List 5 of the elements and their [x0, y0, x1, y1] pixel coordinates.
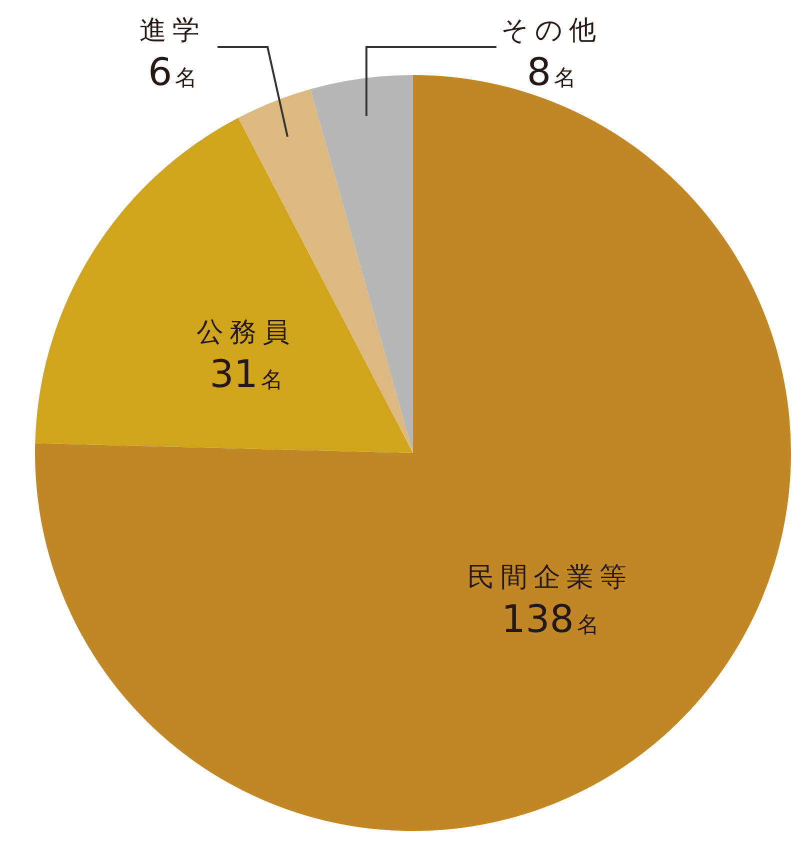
data-label: 6名: [148, 50, 198, 94]
slice-label: 公務員: [196, 316, 296, 348]
slice-label: その他: [500, 15, 602, 46]
slice-label: 進学: [140, 15, 206, 46]
slice-label: 民間企業等: [468, 562, 633, 593]
